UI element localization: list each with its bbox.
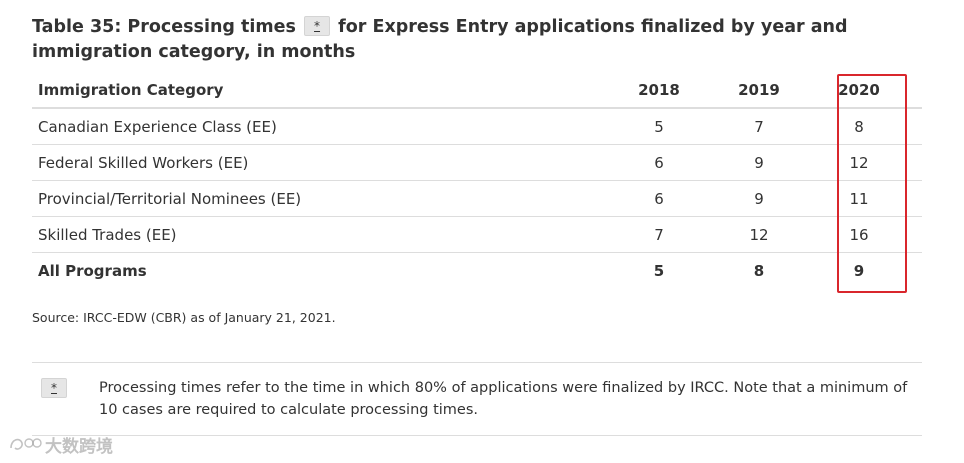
row-spacer: [909, 216, 922, 253]
footnote-divider-bottom: [32, 435, 922, 436]
total-category: All Programs: [38, 261, 147, 280]
row-2018-value: 7: [609, 216, 709, 253]
row-2020-value: 12: [809, 144, 909, 181]
header-immigration-category: Immigration Category: [32, 73, 609, 109]
row-2019-value: 12: [709, 216, 809, 253]
row-2019-value: 9: [709, 180, 809, 217]
processing-times-table: Immigration Category 2018 2019 2020 Cana…: [32, 73, 922, 288]
table-row: Provincial/Territorial Nominees (EE) 6 9…: [32, 180, 922, 217]
total-spacer: [909, 253, 922, 289]
row-category: Skilled Trades (EE): [32, 216, 609, 253]
total-2018-value: 5: [653, 261, 665, 280]
table-header-row: Immigration Category 2018 2019 2020: [32, 73, 922, 109]
row-2020-value: 11: [809, 180, 909, 217]
table-row: Canadian Experience Class (EE) 5 7 8: [32, 108, 922, 145]
header-2019: 2019: [709, 73, 809, 109]
watermark-logo-icon: [10, 437, 42, 450]
footnote-text: Processing times refer to the time in wh…: [99, 380, 908, 418]
row-2019-value: 9: [709, 144, 809, 181]
row-2018-value: 6: [609, 180, 709, 217]
row-2019-value: 7: [709, 108, 809, 145]
caption-text-end: for Express Entry applications finalized…: [32, 17, 848, 62]
row-2020-value: 8: [809, 108, 909, 145]
total-2019-value: 8: [753, 261, 765, 280]
row-spacer: [909, 180, 922, 217]
header-spacer: [909, 73, 922, 109]
row-2020-value: 16: [809, 216, 909, 253]
footnote-divider-top: [32, 362, 922, 363]
row-2018-value: 6: [609, 144, 709, 181]
table-row: Skilled Trades (EE) 7 12 16: [32, 216, 922, 253]
header-2018: 2018: [609, 73, 709, 109]
header-2020: 2020: [809, 73, 909, 109]
row-category: Federal Skilled Workers (EE): [32, 144, 609, 181]
row-spacer: [909, 108, 922, 145]
row-category: Canadian Experience Class (EE): [32, 108, 609, 145]
table-total-row: All Programs 5 8 9: [32, 253, 922, 289]
row-2018-value: 5: [609, 108, 709, 145]
watermark: 大数跨境: [8, 432, 113, 457]
total-2020-value: 9: [853, 261, 865, 280]
row-category: Provincial/Territorial Nominees (EE): [32, 180, 609, 217]
table-row: Federal Skilled Workers (EE) 6 9 12: [32, 144, 922, 181]
footnote-return-link[interactable]: *: [41, 378, 67, 398]
table-caption: Table 35: Processing times * for Express…: [32, 15, 912, 65]
watermark-text: 大数跨境: [45, 437, 113, 457]
footnote-reference-link[interactable]: *: [304, 16, 331, 36]
caption-text-start: Table 35: Processing times: [32, 17, 296, 37]
source-note: Source: IRCC-EDW (CBR) as of January 21,…: [32, 310, 336, 325]
row-spacer: [909, 144, 922, 181]
